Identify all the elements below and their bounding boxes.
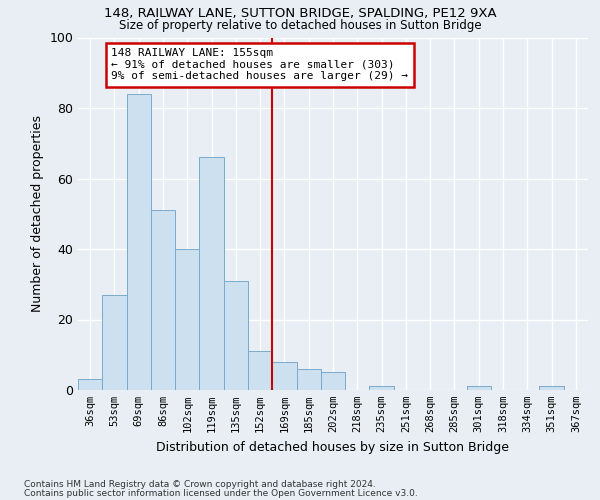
- Text: 148 RAILWAY LANE: 155sqm
← 91% of detached houses are smaller (303)
9% of semi-d: 148 RAILWAY LANE: 155sqm ← 91% of detach…: [111, 48, 408, 82]
- Text: Size of property relative to detached houses in Sutton Bridge: Size of property relative to detached ho…: [119, 19, 481, 32]
- Bar: [127, 94, 151, 390]
- Bar: [151, 210, 175, 390]
- Bar: [175, 249, 199, 390]
- Bar: [296, 369, 321, 390]
- Bar: [78, 380, 102, 390]
- Y-axis label: Number of detached properties: Number of detached properties: [31, 116, 44, 312]
- Bar: [321, 372, 345, 390]
- Text: Contains public sector information licensed under the Open Government Licence v3: Contains public sector information licen…: [24, 489, 418, 498]
- Bar: [539, 386, 564, 390]
- Bar: [199, 158, 224, 390]
- Bar: [467, 386, 491, 390]
- Bar: [102, 295, 127, 390]
- X-axis label: Distribution of detached houses by size in Sutton Bridge: Distribution of detached houses by size …: [157, 440, 509, 454]
- Text: Contains HM Land Registry data © Crown copyright and database right 2024.: Contains HM Land Registry data © Crown c…: [24, 480, 376, 489]
- Bar: [272, 362, 296, 390]
- Bar: [370, 386, 394, 390]
- Bar: [248, 351, 272, 390]
- Text: 148, RAILWAY LANE, SUTTON BRIDGE, SPALDING, PE12 9XA: 148, RAILWAY LANE, SUTTON BRIDGE, SPALDI…: [104, 8, 496, 20]
- Bar: [224, 280, 248, 390]
